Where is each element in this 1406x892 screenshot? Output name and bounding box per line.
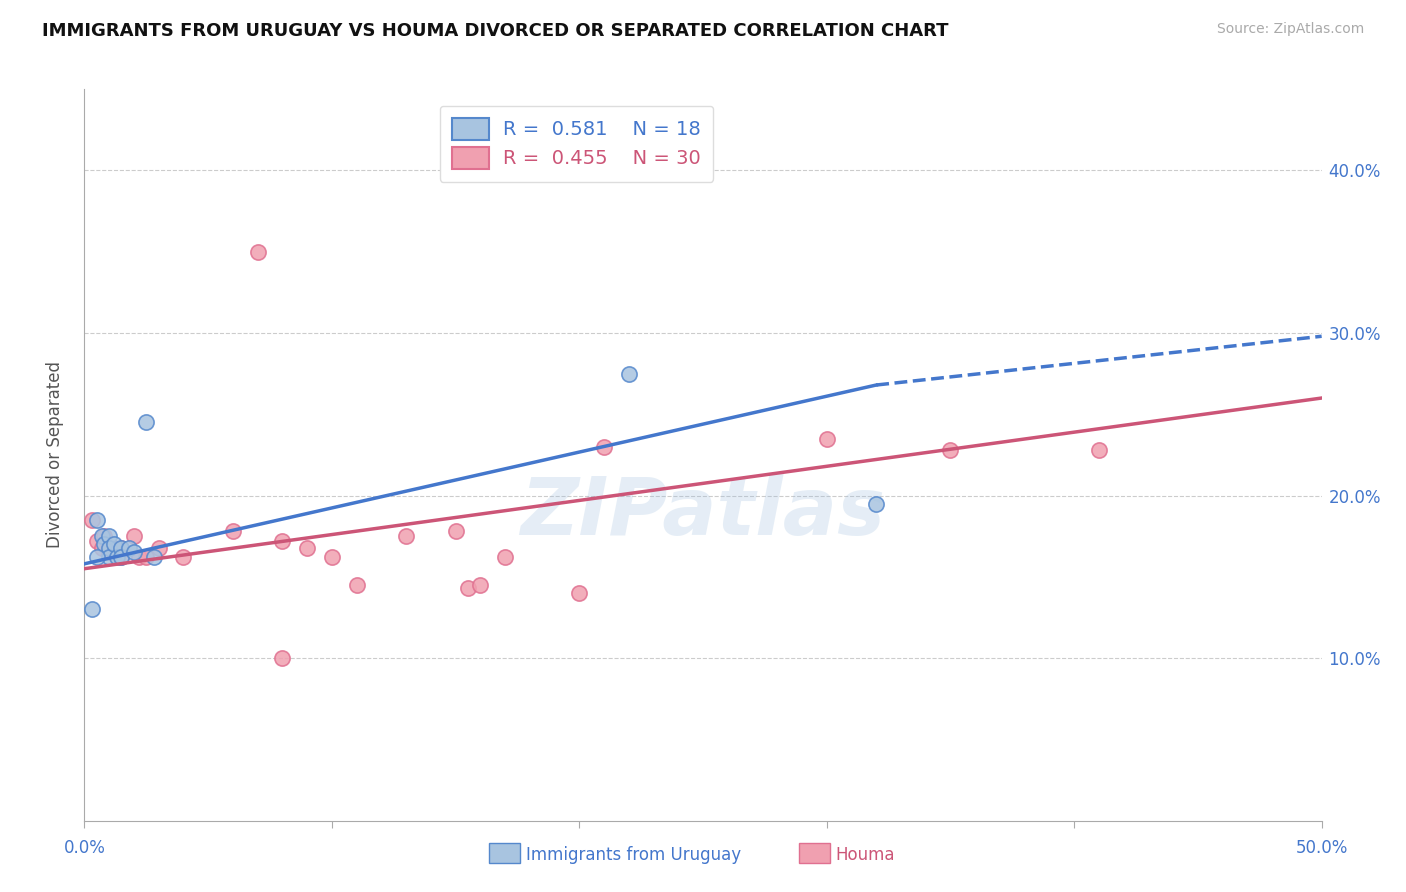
Point: [295, 541, 318, 555]
Point: [105, 550, 128, 565]
Y-axis label: Divorced or Separated: Divorced or Separated: [45, 361, 63, 549]
Point: [568, 586, 591, 600]
Point: [122, 529, 145, 543]
Point: [142, 550, 165, 565]
Point: [98, 550, 121, 565]
Point: [110, 550, 132, 565]
Point: [494, 550, 516, 565]
Text: 50.0%: 50.0%: [1295, 838, 1348, 857]
Point: [346, 578, 368, 592]
Point: [865, 497, 887, 511]
Point: [395, 529, 418, 543]
Point: [98, 545, 121, 559]
Point: [98, 529, 121, 543]
Point: [271, 534, 294, 549]
Point: [1088, 443, 1111, 458]
Point: [86, 534, 108, 549]
Point: [80, 602, 103, 616]
Point: [93, 537, 115, 551]
Point: [110, 541, 132, 555]
Point: [271, 651, 294, 665]
Text: Source: ZipAtlas.com: Source: ZipAtlas.com: [1216, 22, 1364, 37]
Point: [86, 513, 108, 527]
Point: [444, 524, 467, 539]
Text: 0.0%: 0.0%: [63, 838, 105, 857]
Text: IMMIGRANTS FROM URUGUAY VS HOUMA DIVORCED OR SEPARATED CORRELATION CHART: IMMIGRANTS FROM URUGUAY VS HOUMA DIVORCE…: [42, 22, 949, 40]
Legend: R =  0.581    N = 18, R =  0.455    N = 30: R = 0.581 N = 18, R = 0.455 N = 30: [440, 105, 713, 182]
Text: Immigrants from Uruguay: Immigrants from Uruguay: [526, 846, 741, 863]
Point: [80, 513, 103, 527]
Point: [593, 440, 616, 454]
Point: [457, 581, 479, 595]
Text: Houma: Houma: [835, 846, 894, 863]
Point: [815, 432, 838, 446]
Point: [90, 541, 112, 555]
Point: [135, 550, 157, 565]
Point: [122, 545, 145, 559]
Point: [246, 244, 269, 259]
Point: [110, 541, 132, 555]
Point: [118, 541, 141, 555]
Point: [617, 367, 640, 381]
Point: [128, 550, 150, 565]
Point: [939, 443, 962, 458]
Point: [98, 541, 121, 555]
Point: [135, 416, 157, 430]
Text: ZIPatlas: ZIPatlas: [520, 475, 886, 552]
Point: [86, 550, 108, 565]
Point: [93, 529, 115, 543]
Point: [90, 529, 112, 543]
Point: [172, 550, 194, 565]
Point: [103, 537, 125, 551]
Point: [222, 524, 245, 539]
Point: [103, 541, 125, 555]
Point: [110, 550, 132, 565]
Point: [470, 578, 492, 592]
Point: [148, 541, 170, 555]
Point: [321, 550, 343, 565]
